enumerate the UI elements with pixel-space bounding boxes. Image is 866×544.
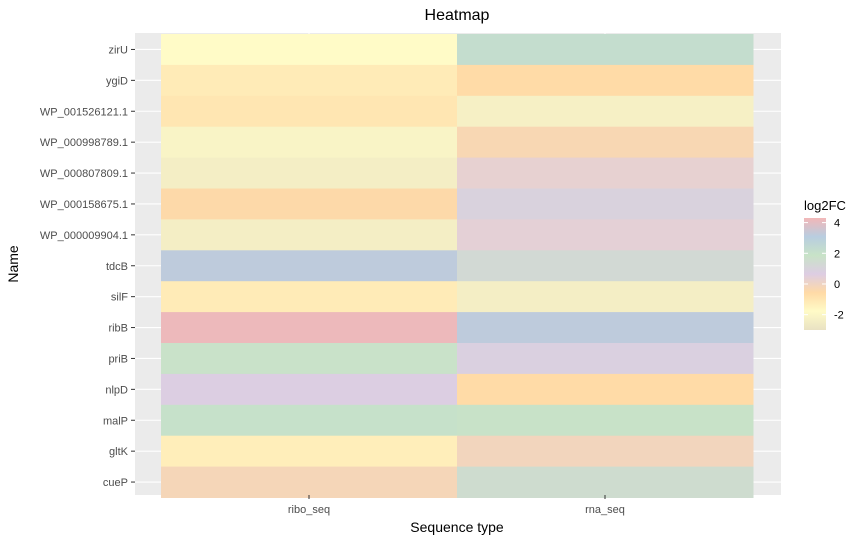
legend-tick-label: -2 [834,310,844,322]
y-tick-label: malP [103,415,128,427]
heatmap-cell [161,435,458,468]
legend-title: log2FC [804,198,846,213]
legend-tick-label: 4 [834,218,840,230]
y-tick-label: gltK [109,446,129,458]
heatmap-cell [457,281,754,313]
y-tick-label: WP_001526121.1 [40,106,128,118]
chart-title: Heatmap [425,7,490,24]
legend-tick-label: 0 [834,279,840,291]
legend: log2FC 4 2 0 -2 [804,198,846,330]
heatmap-cell [457,312,754,344]
y-tick-label: WP_000998789.1 [40,137,128,149]
y-tick-label: zirU [108,44,128,56]
legend-ticks: 4 2 0 -2 [804,218,844,322]
heatmap-cell [161,188,458,220]
legend-tick-label: 2 [834,248,840,260]
y-axis-title: Name [5,245,21,283]
heatmap-cell [161,219,458,251]
heatmap-cell [161,250,458,282]
heatmap-cell [457,188,754,220]
heatmap-cell [161,312,458,344]
legend-colorbar [804,218,826,330]
x-tick-label: ribo_seq [288,504,330,516]
heatmap-cell [161,373,458,406]
y-tick-label: WP_000158675.1 [40,199,128,211]
heatmap-cell [457,466,754,498]
heatmap-cell [161,64,458,97]
heatmap-cell [457,404,754,437]
heatmap-cell [457,126,754,159]
heatmap-cell [161,404,458,437]
heatmap-cell [457,64,754,97]
heatmap-cell [161,281,458,313]
heatmap-cell [457,95,754,128]
y-tick-label: cueP [103,477,128,489]
heatmap-cell [161,343,458,375]
heatmap-cell [457,435,754,468]
y-tick-label: WP_000009904.1 [40,230,128,242]
y-tick-label: priB [108,353,128,365]
y-tick-label: tdcB [106,261,128,273]
y-tick-label: silF [111,292,128,304]
heatmap-cell [457,219,754,251]
y-tick-label: nlpD [105,384,128,396]
y-tick-label: ribB [108,323,128,335]
y-axis: zirU ygiD WP_001526121.1 WP_000998789.1 WP_0… [40,44,135,489]
heatmap-cell [457,343,754,375]
x-tick-label: rna_seq [585,504,625,516]
heatmap-cell [161,95,458,128]
heatmap-cell [161,34,458,66]
heatmap-cell [457,373,754,406]
y-tick-label: WP_000807809.1 [40,168,128,180]
x-axis-title: Sequence type [410,519,504,535]
heatmap-cell [161,157,458,189]
y-tick-label: ygiD [106,75,128,87]
x-axis: ribo_seq rna_seq [288,495,625,516]
heatmap-cell [457,157,754,189]
heatmap-cell [457,250,754,282]
heatmap-cell [161,126,458,159]
heatmap-cell [457,34,754,66]
heatmap-cell [161,466,458,498]
heatmap-cells [161,34,754,498]
